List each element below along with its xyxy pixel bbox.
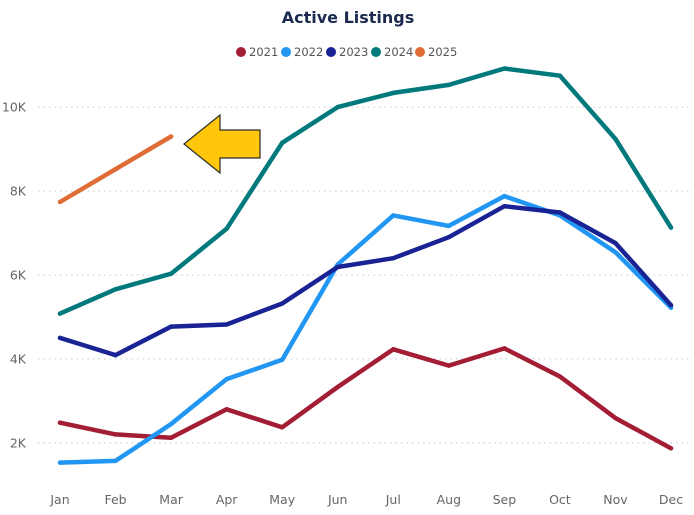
data-point-2021 — [335, 384, 340, 390]
x-tick-label: Dec — [659, 492, 683, 507]
chart-title: Active Listings — [282, 8, 415, 27]
y-tick-label: 10K — [2, 100, 27, 115]
data-point-2024 — [279, 140, 285, 146]
gridlines — [38, 106, 690, 444]
x-axis: Jan Feb Mar Apr May Jun Jul Aug Sep Oct Nov Dec — [49, 492, 683, 507]
series-line-2021 — [57, 346, 674, 451]
y-tick-label: 6K — [10, 267, 27, 282]
data-point-2021 — [502, 346, 507, 351]
data-point-2023 — [224, 322, 229, 327]
data-point-2021 — [57, 420, 63, 425]
data-point-2021 — [668, 446, 674, 451]
data-point-2023 — [168, 324, 174, 329]
x-tick-label: Sep — [493, 492, 517, 507]
series-line-2023 — [57, 203, 674, 358]
legend-item-2024[interactable]: 2024 — [371, 45, 413, 59]
data-point-2024 — [557, 73, 563, 78]
data-point-2023 — [668, 303, 674, 308]
data-point-2025 — [57, 199, 63, 205]
legend-marker — [415, 47, 425, 57]
data-point-2021 — [168, 435, 174, 441]
legend[interactable]: 2021 2022 2023 2024 2025 — [236, 45, 457, 59]
x-tick-label: Feb — [104, 492, 126, 507]
legend-label: 2024 — [384, 45, 413, 59]
data-point-2023 — [502, 203, 507, 209]
x-tick-label: Jul — [385, 492, 401, 507]
legend-item-2022[interactable]: 2022 — [281, 45, 323, 59]
x-tick-label: Oct — [549, 492, 571, 507]
y-tick-label: 8K — [10, 184, 27, 199]
data-point-2021 — [446, 363, 452, 368]
data-point-2023 — [613, 240, 618, 246]
data-point-2024 — [57, 311, 63, 316]
series-lines — [57, 66, 674, 465]
legend-item-2021[interactable]: 2021 — [236, 45, 278, 59]
legend-label: 2025 — [428, 45, 457, 59]
data-point-2023 — [335, 264, 340, 270]
x-tick-label: Jun — [327, 492, 348, 507]
legend-item-2025[interactable]: 2025 — [415, 45, 457, 59]
data-point-2022 — [446, 223, 452, 229]
data-point-2024 — [224, 226, 229, 232]
data-point-2022 — [613, 250, 618, 255]
legend-marker — [326, 47, 336, 57]
legend-label: 2023 — [339, 45, 368, 59]
data-point-2025 — [113, 167, 118, 172]
data-point-2024 — [391, 90, 396, 96]
data-point-2024 — [335, 104, 340, 110]
data-point-2023 — [391, 256, 396, 261]
series-line-2022 — [57, 193, 674, 465]
legend-marker — [236, 47, 246, 57]
data-point-2023 — [113, 352, 118, 358]
legend-marker — [371, 47, 381, 57]
y-tick-label: 4K — [10, 351, 27, 366]
data-point-2024 — [613, 136, 618, 142]
x-tick-label: Mar — [159, 492, 183, 507]
legend-label: 2022 — [294, 45, 323, 59]
x-tick-label: May — [269, 492, 295, 507]
data-point-2023 — [446, 235, 452, 240]
y-tick-label: 2K — [10, 435, 27, 450]
series-line-2024 — [57, 66, 674, 316]
data-point-2024 — [446, 82, 452, 88]
data-point-2022 — [391, 213, 396, 218]
data-point-2021 — [613, 415, 618, 421]
data-point-2021 — [224, 407, 229, 412]
data-point-2023 — [557, 210, 563, 215]
arrow-annotation — [183, 113, 261, 175]
data-point-2022 — [279, 357, 285, 362]
arrow-annotation-shape — [183, 113, 261, 175]
x-tick-label: Nov — [603, 492, 628, 507]
legend-item-2023[interactable]: 2023 — [326, 45, 368, 59]
data-point-2021 — [557, 374, 563, 379]
data-point-2021 — [391, 347, 396, 352]
x-tick-label: Aug — [437, 492, 461, 507]
x-tick-label: Apr — [216, 492, 238, 507]
data-point-2022 — [113, 458, 118, 464]
data-point-2022 — [502, 193, 507, 199]
data-point-2021 — [279, 425, 285, 430]
data-point-2024 — [668, 225, 674, 230]
legend-marker — [281, 47, 291, 57]
data-point-2023 — [57, 335, 63, 341]
data-point-2024 — [168, 271, 174, 276]
data-point-2023 — [279, 301, 285, 306]
y-axis: 2K 4K 6K 8K 10K — [2, 100, 27, 451]
legend-label: 2021 — [249, 45, 278, 59]
data-point-2022 — [224, 376, 229, 382]
data-point-2025 — [168, 134, 174, 139]
data-point-2024 — [502, 66, 507, 71]
data-point-2024 — [113, 287, 118, 292]
x-tick-label: Jan — [49, 492, 69, 507]
data-point-2022 — [57, 460, 63, 465]
data-point-2021 — [113, 432, 118, 437]
data-point-2022 — [168, 421, 174, 427]
